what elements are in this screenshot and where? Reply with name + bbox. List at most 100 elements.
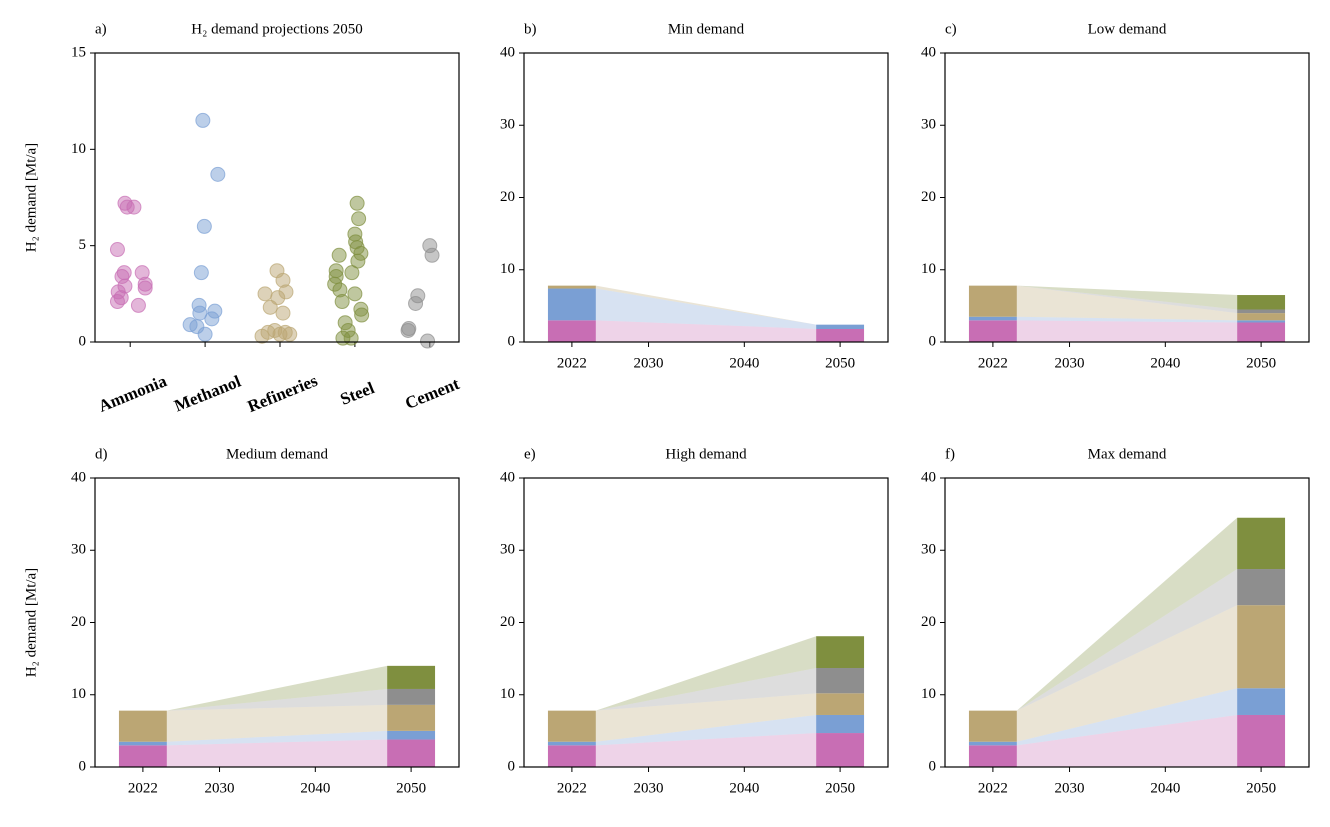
- bar: [547, 288, 596, 321]
- point: [350, 253, 366, 269]
- point: [334, 294, 350, 310]
- panel-title: High demand: [665, 446, 747, 462]
- point: [204, 311, 220, 327]
- point: [400, 322, 416, 338]
- area: [595, 714, 817, 746]
- y-tick-label: 10: [71, 141, 86, 157]
- y-tick-label: 30: [500, 542, 515, 558]
- bar: [387, 739, 436, 767]
- point: [282, 326, 298, 342]
- bar: [968, 741, 1017, 746]
- panel-title: Low demand: [1088, 21, 1167, 37]
- area: [1016, 714, 1238, 767]
- point: [275, 305, 291, 321]
- bar: [1237, 295, 1286, 310]
- area: [166, 665, 388, 711]
- y-tick-label: 40: [71, 469, 86, 485]
- point: [335, 330, 351, 346]
- x-tick-label: 2022: [557, 355, 587, 371]
- bar: [968, 320, 1017, 342]
- area: [595, 285, 817, 325]
- x-tick-label: 2022: [128, 780, 158, 796]
- bar: [547, 745, 596, 767]
- x-tick-label: 2030: [1055, 780, 1085, 796]
- axes-frame: [94, 477, 460, 768]
- point: [331, 247, 347, 263]
- axes-frame: [944, 52, 1310, 343]
- y-tick-label: 10: [500, 686, 515, 702]
- y-tick-label: 5: [79, 237, 87, 253]
- panel-label: d): [95, 446, 108, 462]
- area: [1016, 285, 1238, 321]
- x-tick-label: Methanol: [172, 372, 244, 416]
- bar: [547, 320, 596, 342]
- axes-frame: [523, 52, 889, 343]
- bar: [118, 710, 167, 742]
- point: [351, 211, 367, 227]
- area: [1016, 605, 1238, 742]
- point: [349, 195, 365, 211]
- bar: [968, 710, 1017, 742]
- bar: [1237, 313, 1286, 321]
- point: [197, 326, 213, 342]
- x-tick-label: 2022: [557, 780, 587, 796]
- y-tick-label: 10: [500, 261, 515, 277]
- bar: [968, 285, 1017, 317]
- x-tick-label: 2022: [978, 355, 1008, 371]
- point: [354, 307, 370, 323]
- area: [1016, 320, 1238, 342]
- area: [166, 704, 388, 742]
- bar: [387, 665, 436, 689]
- point: [408, 295, 424, 311]
- area: [595, 668, 817, 711]
- bar: [1237, 309, 1286, 314]
- bar: [547, 741, 596, 746]
- bar: [816, 668, 865, 694]
- y-tick-label: 10: [921, 261, 936, 277]
- bar: [118, 745, 167, 767]
- bar: [547, 285, 596, 289]
- panel-label: f): [945, 446, 955, 462]
- area: [166, 739, 388, 767]
- point: [420, 333, 436, 349]
- area: [1016, 688, 1238, 746]
- x-tick-label: 2040: [729, 780, 759, 796]
- point: [109, 294, 125, 310]
- point: [109, 242, 125, 258]
- y-tick-label: 15: [71, 44, 86, 60]
- bar: [1237, 714, 1286, 767]
- area: [1016, 316, 1238, 323]
- bar: [547, 710, 596, 742]
- point: [262, 299, 278, 315]
- x-tick-label: 2022: [978, 780, 1008, 796]
- bar: [1237, 517, 1286, 570]
- x-tick-label: Steel: [338, 378, 378, 409]
- y-tick-label: 40: [500, 469, 515, 485]
- bar: [1237, 569, 1286, 606]
- panel-title: Medium demand: [226, 446, 329, 462]
- bar: [1237, 605, 1286, 689]
- y-tick-label: 40: [921, 469, 936, 485]
- bar: [968, 316, 1017, 321]
- bar: [816, 733, 865, 767]
- y-axis-label: H₂ demand [Mt/a]: [23, 143, 39, 252]
- point: [126, 199, 142, 215]
- point: [254, 328, 270, 344]
- area: [595, 636, 817, 711]
- x-tick-label: 2030: [634, 355, 664, 371]
- panel-label: a): [95, 21, 107, 37]
- x-tick-label: 2050: [1246, 355, 1276, 371]
- x-tick-label: Refineries: [245, 371, 321, 416]
- y-tick-label: 0: [508, 758, 516, 774]
- point: [424, 247, 440, 263]
- y-tick-label: 20: [921, 189, 936, 205]
- y-tick-label: 0: [508, 333, 516, 349]
- bar: [118, 741, 167, 746]
- x-tick-label: 2050: [1246, 780, 1276, 796]
- point: [347, 286, 363, 302]
- y-tick-label: 30: [921, 117, 936, 133]
- area: [166, 730, 388, 746]
- y-axis-label: H₂ demand [Mt/a]: [23, 568, 39, 677]
- y-tick-label: 30: [71, 542, 86, 558]
